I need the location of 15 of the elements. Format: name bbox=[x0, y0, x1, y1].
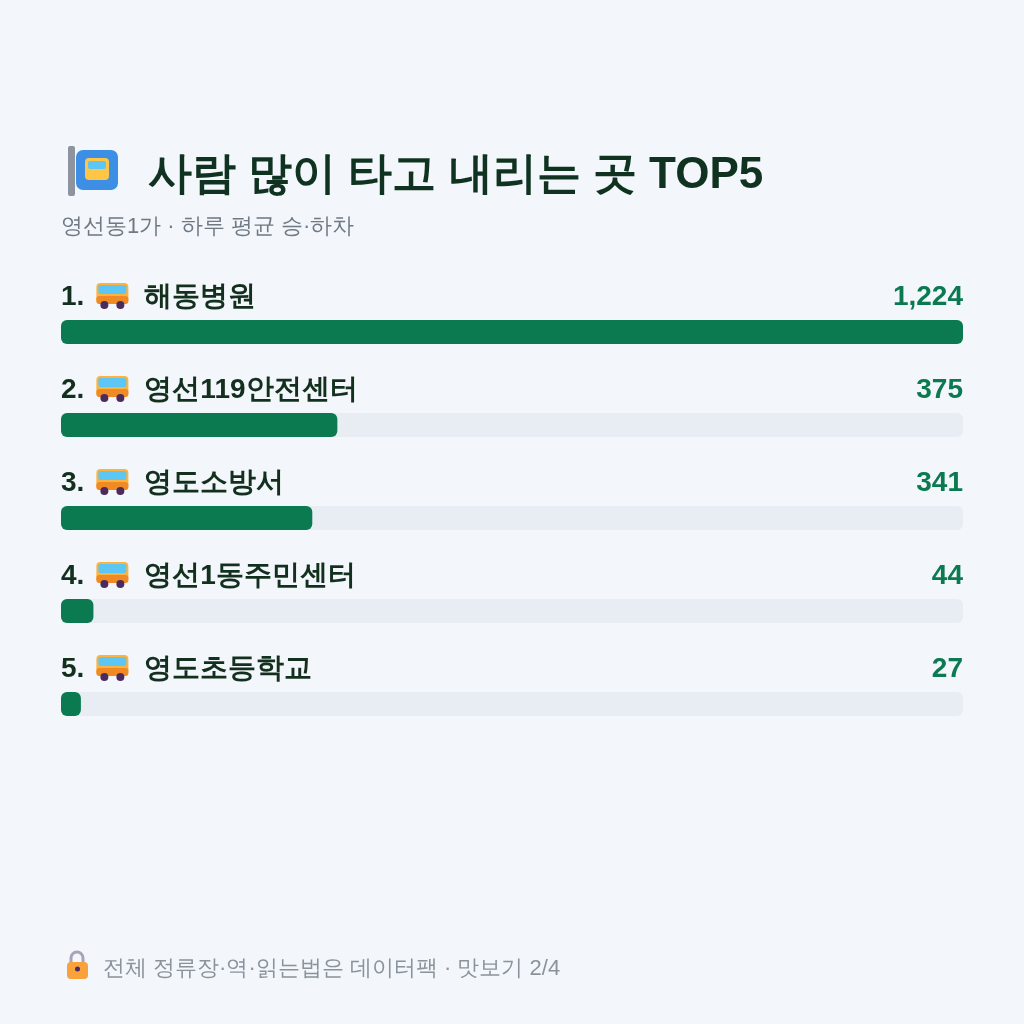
data-label: 375 bbox=[916, 373, 963, 404]
data-label: 1,224 bbox=[892, 280, 964, 311]
bar bbox=[61, 692, 81, 716]
category-label: 4. 영선1동주민센터 bbox=[61, 559, 356, 590]
data-label: 341 bbox=[916, 466, 963, 497]
category-label: 5. 영도초등학교 bbox=[61, 652, 313, 683]
bar bbox=[61, 599, 94, 623]
data-label: 27 bbox=[931, 652, 963, 683]
chart-subtitle: 영선동1가 · 하루 평균 승·하차 bbox=[61, 213, 355, 238]
data-label: 44 bbox=[931, 559, 964, 590]
category-label: 2. 영선119안전센터 bbox=[61, 373, 358, 404]
category-label: 1. 해동병원 bbox=[61, 280, 257, 311]
category-label: 3. 영도소방서 bbox=[61, 466, 285, 497]
chart-title: 사람 많이 타고 내리는 곳 TOP5 bbox=[148, 148, 764, 197]
text: 전체 정류장·역·읽는법은 데이터팩 · 맛보기 2/4 bbox=[103, 955, 561, 980]
